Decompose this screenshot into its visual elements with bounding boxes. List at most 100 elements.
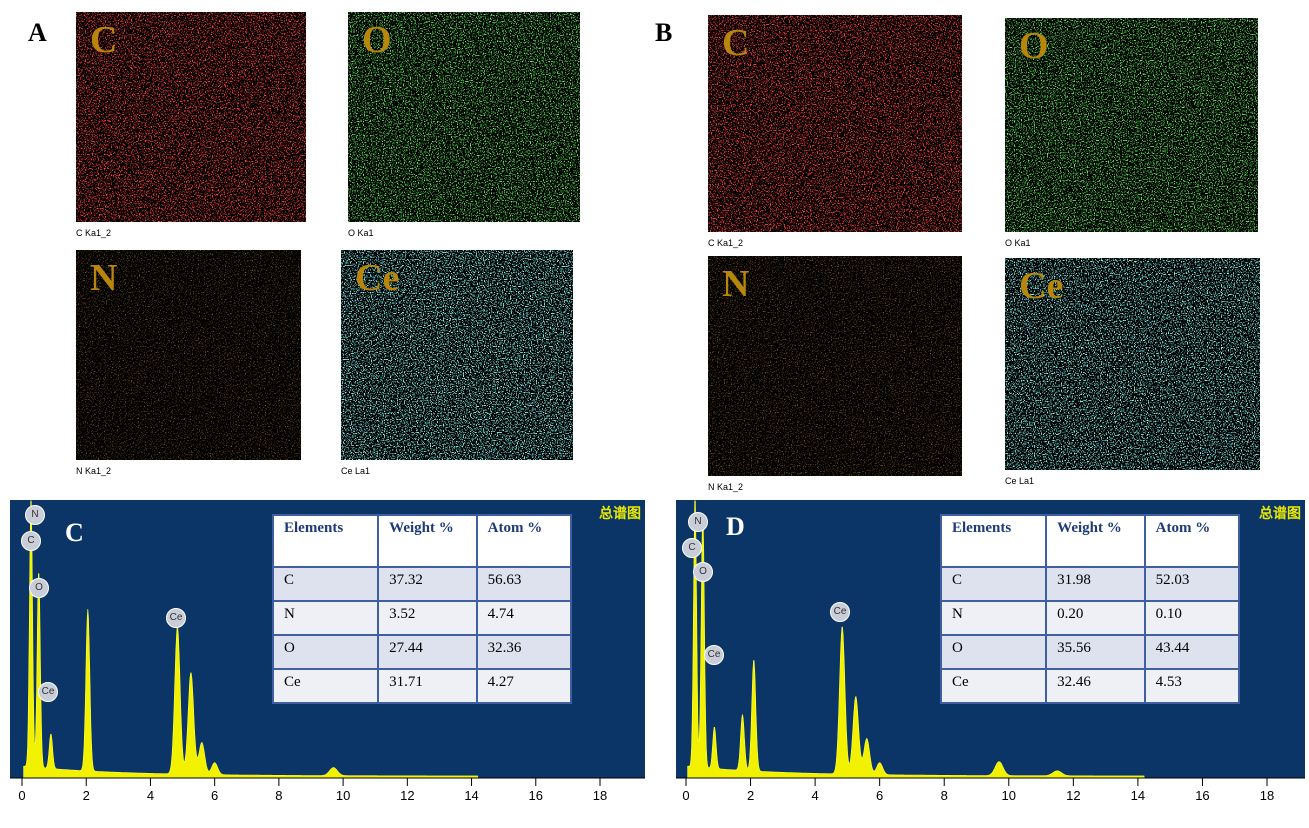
table-cell: Atom % [1143, 514, 1241, 568]
speckle-fill [1005, 258, 1260, 470]
element-symbol: C [90, 19, 118, 61]
element-symbol: C [722, 22, 750, 64]
peak-label: Ce [38, 682, 58, 702]
speckle [348, 12, 580, 222]
speckle [1005, 18, 1258, 232]
table-row: Elements Weight % Atom % [939, 514, 1241, 568]
element-map: Ce [341, 250, 573, 460]
map-caption: Ce La1 [341, 466, 371, 476]
x-tick-label: 12 [1066, 788, 1080, 800]
element-map: O [348, 12, 580, 222]
element-table: Elements Weight % Atom % C 31.98 52.03 N 0.20 0.… [939, 514, 1241, 704]
x-tick-label: 2 [747, 788, 754, 800]
speckle [1005, 258, 1260, 470]
table-cell: 56.63 [475, 566, 573, 602]
x-tick-label: 0 [682, 788, 689, 800]
x-tick-label: 10 [1002, 788, 1016, 800]
corner-label: 总谱图 [1259, 505, 1301, 521]
panel-label: C [65, 518, 84, 547]
map-caption: C Ka1_2 [708, 238, 744, 248]
speckle-fill [76, 250, 301, 460]
panel-label: B [655, 18, 673, 47]
x-tick-label: 6 [211, 788, 218, 800]
x-tick-label: 2 [83, 788, 90, 800]
speckle-fill [1005, 18, 1258, 232]
table-cell: C [271, 566, 380, 602]
table-cell: Ce [271, 668, 380, 704]
table-cell: Atom % [475, 514, 573, 568]
x-tick-label: 18 [593, 788, 607, 800]
spectrum-fill [23, 500, 479, 779]
table-row: O 35.56 43.44 [939, 634, 1241, 670]
element-symbol: N [722, 263, 750, 305]
speckle [708, 256, 962, 476]
table-cell: 31.98 [1045, 566, 1146, 602]
x-tick-label: 8 [275, 788, 282, 800]
table-cell: O [271, 634, 380, 670]
element-symbol: Ce [1019, 265, 1064, 307]
element-symbol: O [1019, 25, 1049, 67]
x-tick-label: 14 [464, 788, 478, 800]
table-row: Ce 32.46 4.53 [939, 668, 1241, 704]
table-cell: 52.03 [1143, 566, 1241, 602]
peak-label: N [688, 512, 708, 532]
peak-label: Ce [704, 645, 724, 665]
peak-label: O [693, 562, 713, 582]
x-tick-label: 6 [876, 788, 883, 800]
x-tick-label: 16 [529, 788, 543, 800]
table-cell: 3.52 [377, 600, 478, 636]
map-caption: N Ka1_2 [76, 466, 112, 476]
speckle [76, 12, 306, 222]
table-cell: N [271, 600, 380, 636]
element-map: Ce [1005, 258, 1260, 470]
table-cell: Weight % [1045, 514, 1146, 568]
element-table: Elements Weight % Atom % C 37.32 56.63 N 3.52 4.… [271, 514, 573, 704]
table-row: C 37.32 56.63 [271, 566, 573, 602]
table-cell: 0.20 [1045, 600, 1146, 636]
table-row: N 0.20 0.10 [939, 600, 1241, 636]
table-cell: 4.53 [1143, 668, 1241, 704]
speckle [708, 15, 962, 232]
speckle-fill [341, 250, 573, 460]
x-tick-label: 8 [941, 788, 948, 800]
peak-label: Ce [166, 608, 186, 628]
table-cell: Weight % [377, 514, 478, 568]
peak-label: N [25, 505, 45, 525]
table-cell: Ce [939, 668, 1048, 704]
speckle-fill [708, 256, 962, 476]
x-tick-label: 4 [811, 788, 818, 800]
table-cell: C [939, 566, 1048, 602]
spectrum-fill [687, 500, 1145, 779]
speckle-fill [348, 12, 580, 222]
map-caption: O Ka1 [348, 228, 374, 238]
speckle-fill [708, 15, 962, 232]
element-symbol: Ce [355, 257, 400, 299]
element-map: N [708, 256, 962, 476]
peak-label: Ce [830, 602, 850, 622]
x-tick-label: 4 [147, 788, 154, 800]
table-cell: Elements [939, 514, 1048, 568]
table-cell: 37.32 [377, 566, 478, 602]
table-cell: N [939, 600, 1048, 636]
speckle-fill [76, 12, 306, 222]
table-cell: 32.46 [1045, 668, 1146, 704]
table-cell: 27.44 [377, 634, 478, 670]
x-tick-label: 16 [1195, 788, 1209, 800]
speckle [76, 250, 301, 460]
table-cell: O [939, 634, 1048, 670]
table-cell: 32.36 [475, 634, 573, 670]
speckle [341, 250, 573, 460]
table-row: O 27.44 32.36 [271, 634, 573, 670]
table-cell: 43.44 [1143, 634, 1241, 670]
table-cell: 31.71 [377, 668, 478, 704]
peak-label: C [21, 531, 41, 551]
element-map: C [76, 12, 306, 222]
map-caption: C Ka1_2 [76, 228, 112, 238]
element-map: O [1005, 18, 1258, 232]
table-cell: 35.56 [1045, 634, 1146, 670]
table-row: C 31.98 52.03 [939, 566, 1241, 602]
element-map: N [76, 250, 301, 460]
element-symbol: O [362, 19, 392, 61]
table-row: Ce 31.71 4.27 [271, 668, 573, 704]
